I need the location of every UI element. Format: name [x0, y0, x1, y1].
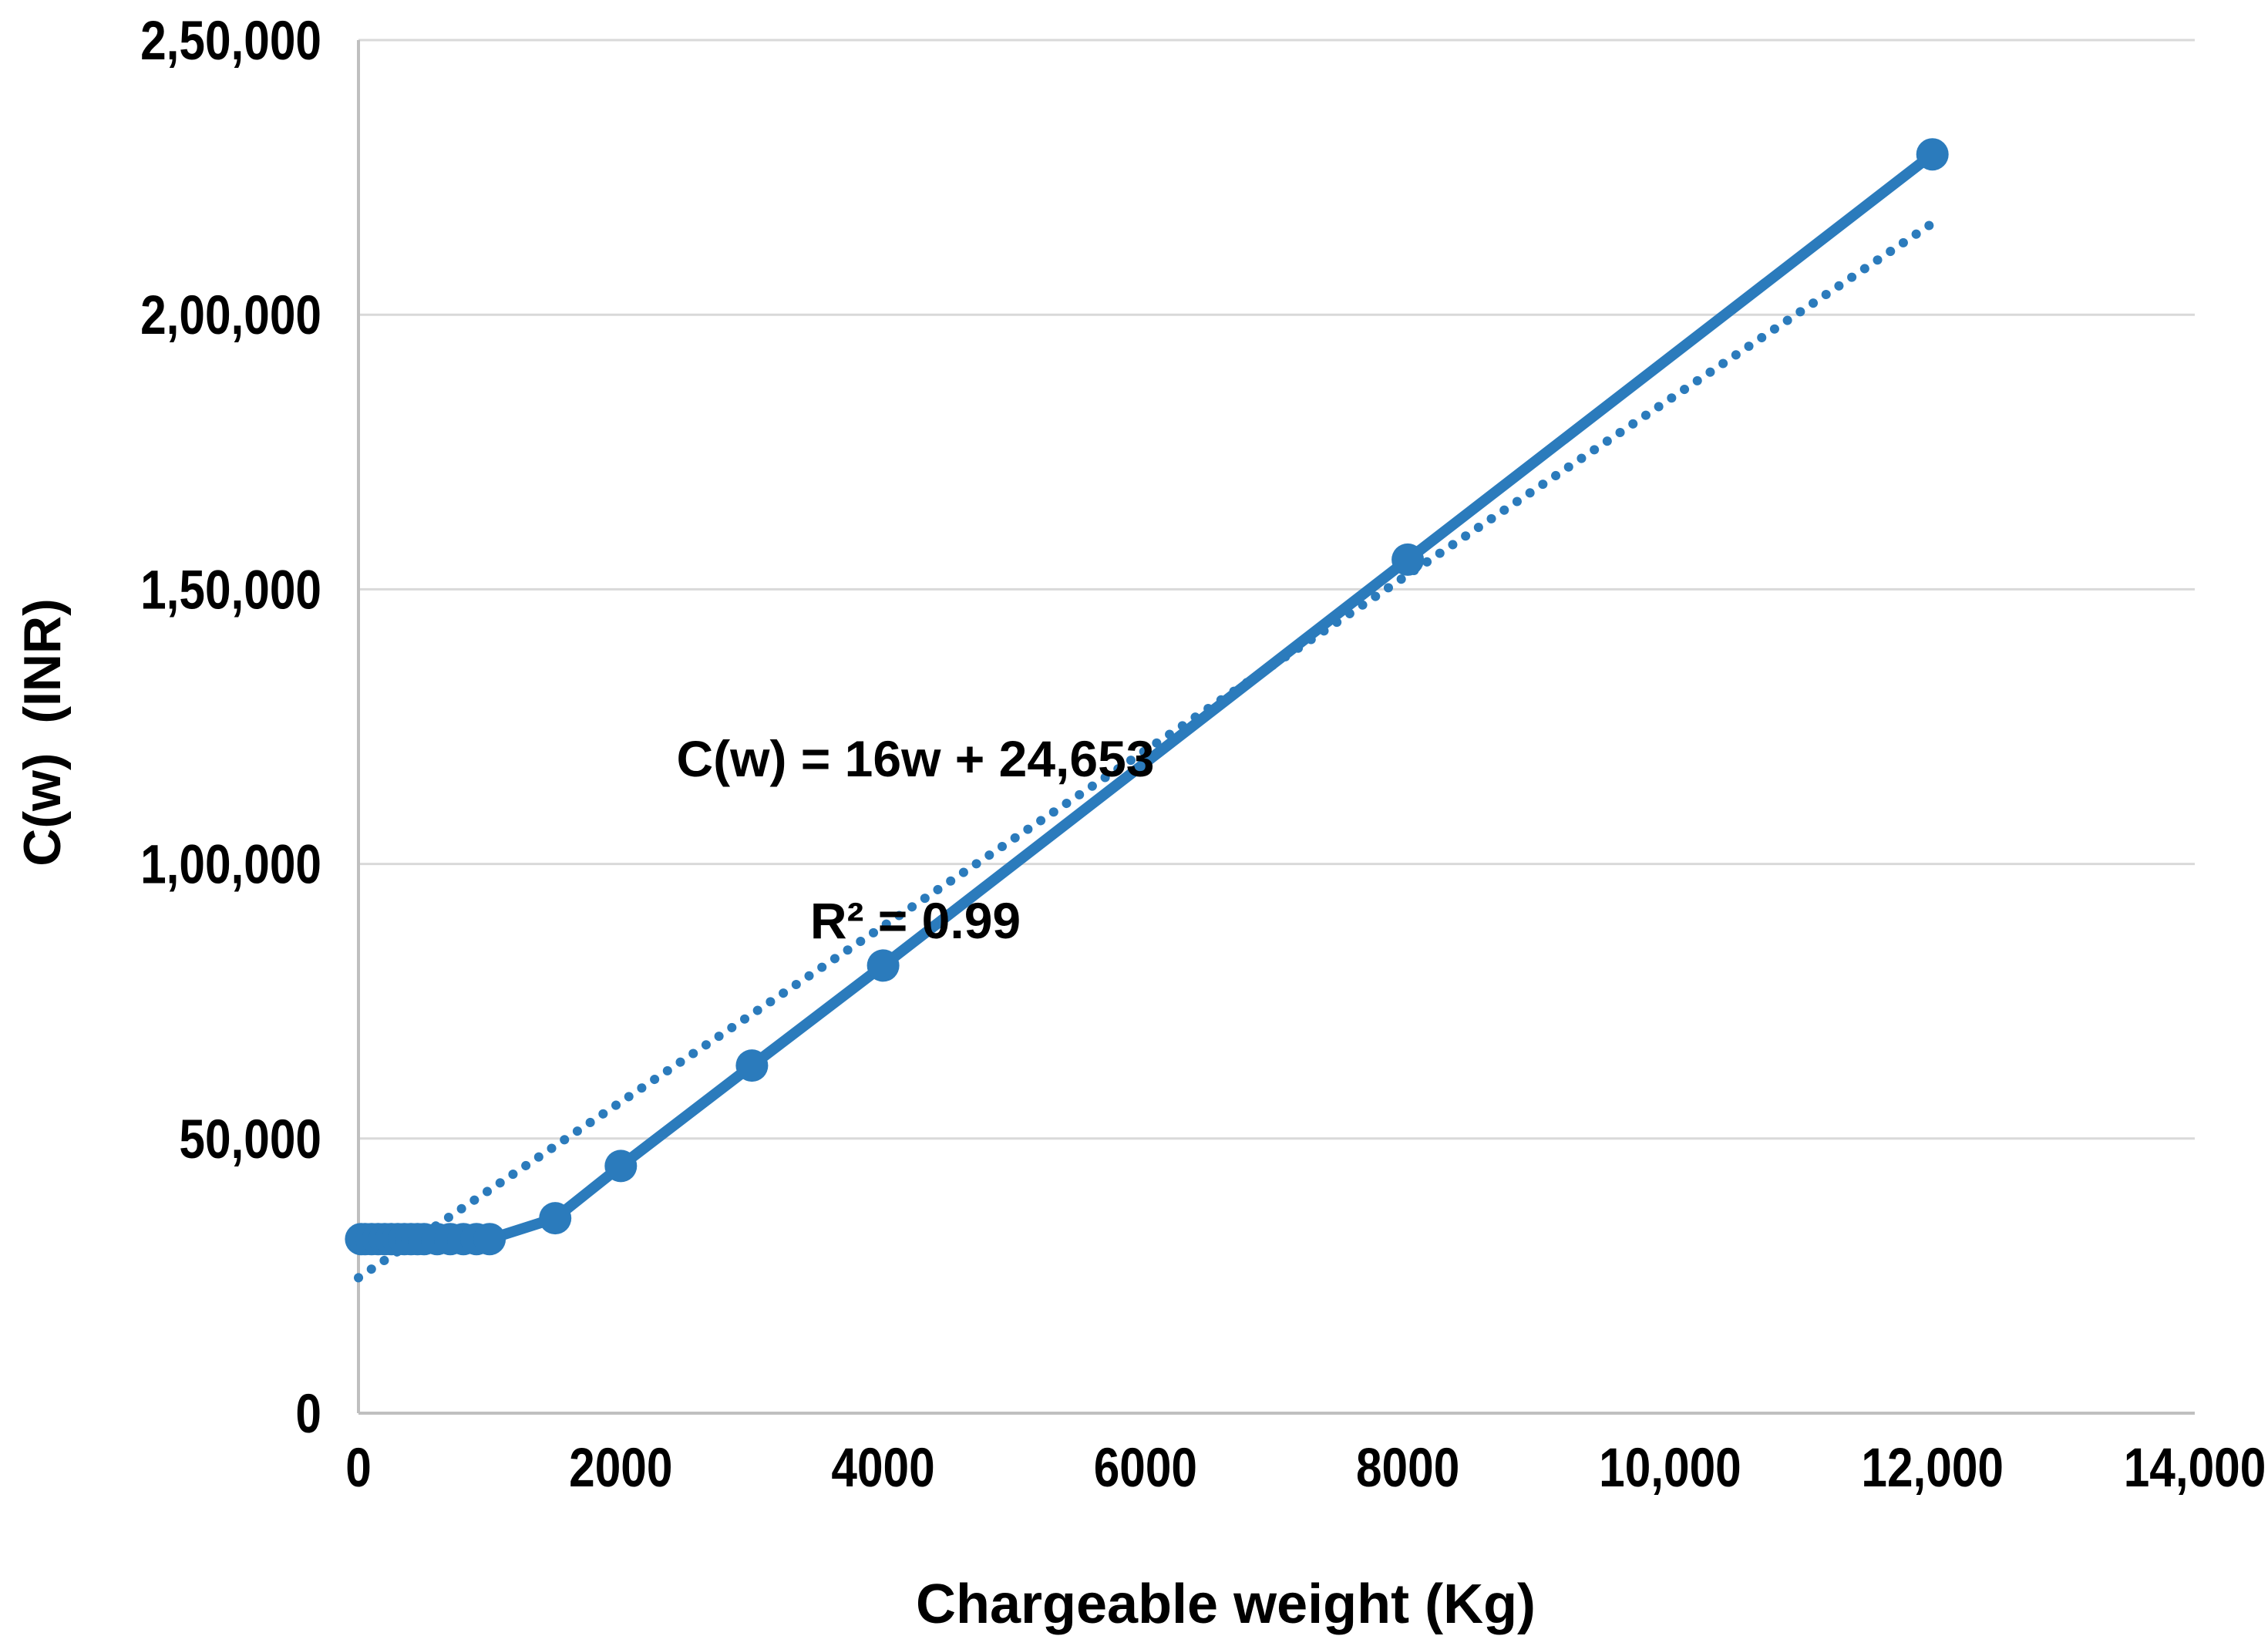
x-tick-label: 12,000: [1861, 1438, 2004, 1499]
trendline-annotation: C(w) = 16w + 24,653 R² = 0.99: [628, 624, 1203, 1055]
trendline-r-squared: R² = 0.99: [809, 892, 1021, 949]
data-point-marker: [604, 1150, 638, 1183]
data-point-marker: [1916, 138, 1949, 171]
data-point-marker: [866, 949, 900, 982]
y-tick-label: 2,00,000: [140, 285, 321, 346]
data-point-marker: [1391, 543, 1425, 576]
trendline-equation: C(w) = 16w + 24,653: [676, 730, 1155, 787]
x-tick-label: 8000: [1356, 1438, 1459, 1499]
y-tick-label: 50,000: [179, 1109, 321, 1170]
x-tick-label: 2000: [569, 1438, 672, 1499]
y-tick-label: 0: [295, 1384, 321, 1445]
x-tick-label: 0: [345, 1438, 372, 1499]
y-tick-label: 1,50,000: [140, 560, 321, 621]
data-point-marker: [735, 1049, 769, 1082]
y-tick-label: 1,00,000: [140, 835, 321, 896]
data-point-marker: [539, 1202, 572, 1235]
x-tick-label: 4000: [831, 1438, 934, 1499]
trendline: [354, 218, 1937, 1283]
x-tick-label: 14,000: [2124, 1438, 2266, 1499]
x-tick-label: 10,000: [1599, 1438, 1741, 1499]
data-point-marker: [473, 1223, 506, 1256]
y-tick-label: 2,50,000: [140, 11, 321, 72]
y-axis-title: C(w) (INR): [13, 598, 72, 867]
x-axis-title: Chargeable weight (Kg): [915, 1574, 1536, 1635]
x-tick-label: 6000: [1094, 1438, 1197, 1499]
